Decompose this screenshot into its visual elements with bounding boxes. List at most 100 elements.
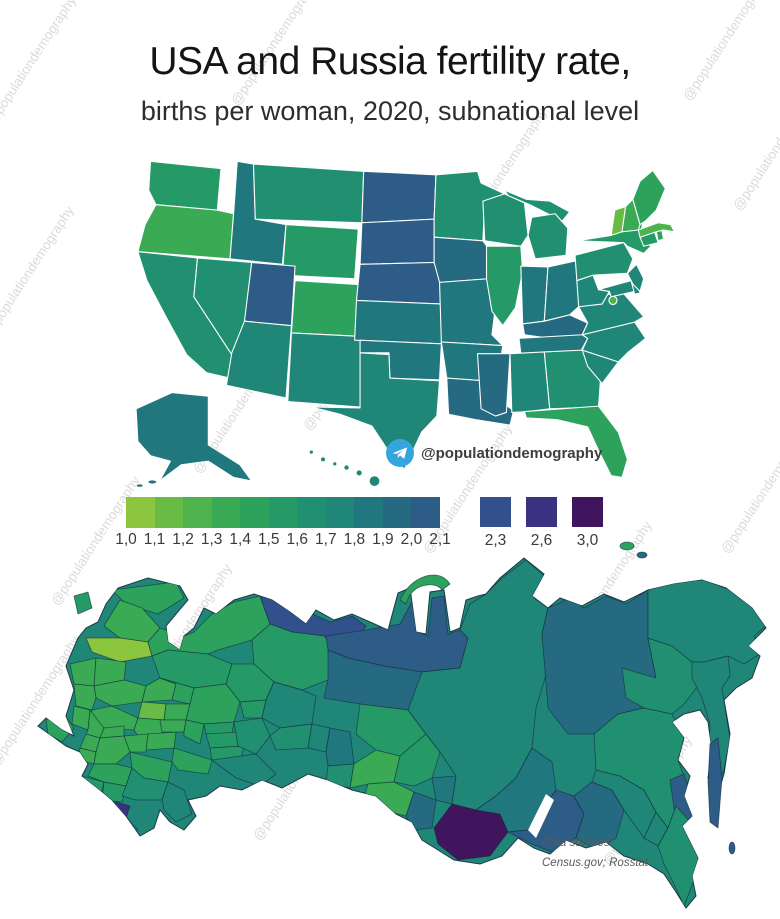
usa-state-MA <box>637 222 675 238</box>
russia-region-saratov <box>171 747 213 775</box>
legend-label: 2,1 <box>429 531 451 548</box>
legend-segment <box>211 497 241 528</box>
russia-region-smolensk <box>73 683 97 711</box>
legend-segment <box>268 497 298 528</box>
legend-continuous-bar <box>126 497 441 528</box>
data-sources-note: Data sources: Census.gov; Rosstat <box>542 834 648 873</box>
usa-state-NC <box>581 321 647 363</box>
legend-segment <box>354 497 383 528</box>
sakhalin-island <box>707 737 723 829</box>
usa-state-WI <box>482 193 529 247</box>
legend-swatch <box>572 497 603 527</box>
data-sources-line1: Data sources: <box>542 837 613 849</box>
usa-state-NH <box>621 198 641 233</box>
legend-label: 1,2 <box>172 531 194 548</box>
russia-region-ulyanovsk <box>183 719 205 745</box>
legend-swatch-label: 3,0 <box>576 532 599 549</box>
russia-choropleth-map <box>37 541 767 909</box>
usa-choropleth-map <box>135 160 675 488</box>
russia-region-sverdlovsk <box>261 681 317 729</box>
usa-state-FL <box>523 405 628 479</box>
legend-discrete-item: 2,6 <box>526 497 557 550</box>
usa-state-HI <box>308 449 315 455</box>
legend-label: 2,0 <box>400 531 423 548</box>
page-title: USA and Russia fertility rate, <box>149 40 631 83</box>
usa-state-HI <box>343 464 350 471</box>
legend-discrete-item: 2,3 <box>480 497 511 550</box>
usa-state-ME <box>632 169 666 226</box>
russia-region-orenburg <box>211 753 277 787</box>
usa-state-MT <box>252 163 365 224</box>
legend-swatch-label: 2,3 <box>484 532 507 549</box>
usa-state-IN <box>520 265 549 325</box>
legend-label: 1,3 <box>200 531 223 548</box>
watermark-text: @populationdemography <box>0 203 77 339</box>
russia-region-mari-el <box>203 721 235 735</box>
usa-state-KS <box>354 299 444 345</box>
legend-discrete-swatches: 2,3 2,6 3,0 <box>480 497 603 550</box>
usa-state-DC <box>608 295 618 306</box>
legend-swatch-label: 2,6 <box>530 532 553 549</box>
legend-labels: 1,0 1,1 1,2 1,3 1,4 1,5 1,6 1,7 1,8 1,9 2,0 2,1 <box>115 531 451 551</box>
russia-region-penza <box>145 731 177 751</box>
usa-state-MS <box>476 353 511 417</box>
lake-baikal <box>528 794 554 838</box>
legend-segment <box>325 497 355 528</box>
legend-segment <box>126 497 155 528</box>
usa-state-ND <box>361 170 437 224</box>
usa-state-AZ <box>225 320 292 399</box>
russia-region-stavropol <box>101 781 127 803</box>
russia-region-mordovia <box>159 719 187 733</box>
usa-state-MI-upper <box>504 189 571 222</box>
usa-state-WY <box>281 224 359 280</box>
legend-swatch <box>480 497 511 527</box>
novaya-zemlya-island <box>399 574 451 605</box>
kuril-island <box>728 841 736 855</box>
legend-swatch <box>526 497 557 527</box>
usa-state-AL <box>509 351 551 413</box>
usa-state-HI <box>319 456 327 463</box>
usa-state-GA <box>543 349 601 410</box>
russia-region-udmurtia <box>239 699 267 719</box>
russia-region-moscow <box>137 701 167 721</box>
russia-region-kostroma <box>159 677 195 705</box>
page-subtitle: births per woman, 2020, subnational leve… <box>140 96 640 126</box>
legend-label: 1,0 <box>115 531 137 548</box>
legend-label: 1,6 <box>286 531 309 548</box>
data-sources-line2: Census.gov; Rosstat <box>542 856 649 869</box>
russia-region-omsk <box>325 763 355 789</box>
russia-region-kaliningrad <box>73 591 93 615</box>
telegram-paper-plane-icon <box>386 439 414 467</box>
russia-region-bashkortostan <box>233 717 271 755</box>
legend-label: 1,8 <box>343 531 366 548</box>
russia-region-tambov <box>123 733 149 753</box>
usa-state-NM <box>287 332 365 408</box>
legend-label: 1,7 <box>315 531 337 548</box>
usa-state-NJ <box>626 263 645 292</box>
usa-state-AK <box>135 392 253 482</box>
legend-discrete-item: 3,0 <box>572 497 603 550</box>
usa-state-IL <box>485 245 524 327</box>
usa-aleutian-island <box>135 483 144 488</box>
watermark-text: @populationdemography <box>718 421 780 557</box>
legend-segment <box>240 497 269 528</box>
usa-state-HI <box>355 469 363 477</box>
russia-region-astrakhan <box>161 781 193 823</box>
legend-label: 1,5 <box>257 531 280 548</box>
legend-label: 1,9 <box>372 531 394 548</box>
telegram-handle: @populationdemography <box>421 444 603 462</box>
usa-state-SD <box>359 218 435 265</box>
legend-segment <box>183 497 212 528</box>
usa-state-MI <box>527 213 569 260</box>
usa-state-UT <box>243 261 296 327</box>
arctic-island <box>636 551 648 559</box>
legend-segment <box>382 497 412 528</box>
usa-state-HI <box>368 475 381 488</box>
usa-state-IA <box>433 236 493 283</box>
usa-state-HI <box>332 461 338 467</box>
usa-state-OR <box>137 204 235 260</box>
usa-state-PA <box>574 242 634 282</box>
legend-label: 1,1 <box>143 531 166 548</box>
usa-state-MD <box>597 280 636 298</box>
arctic-island <box>619 541 635 551</box>
